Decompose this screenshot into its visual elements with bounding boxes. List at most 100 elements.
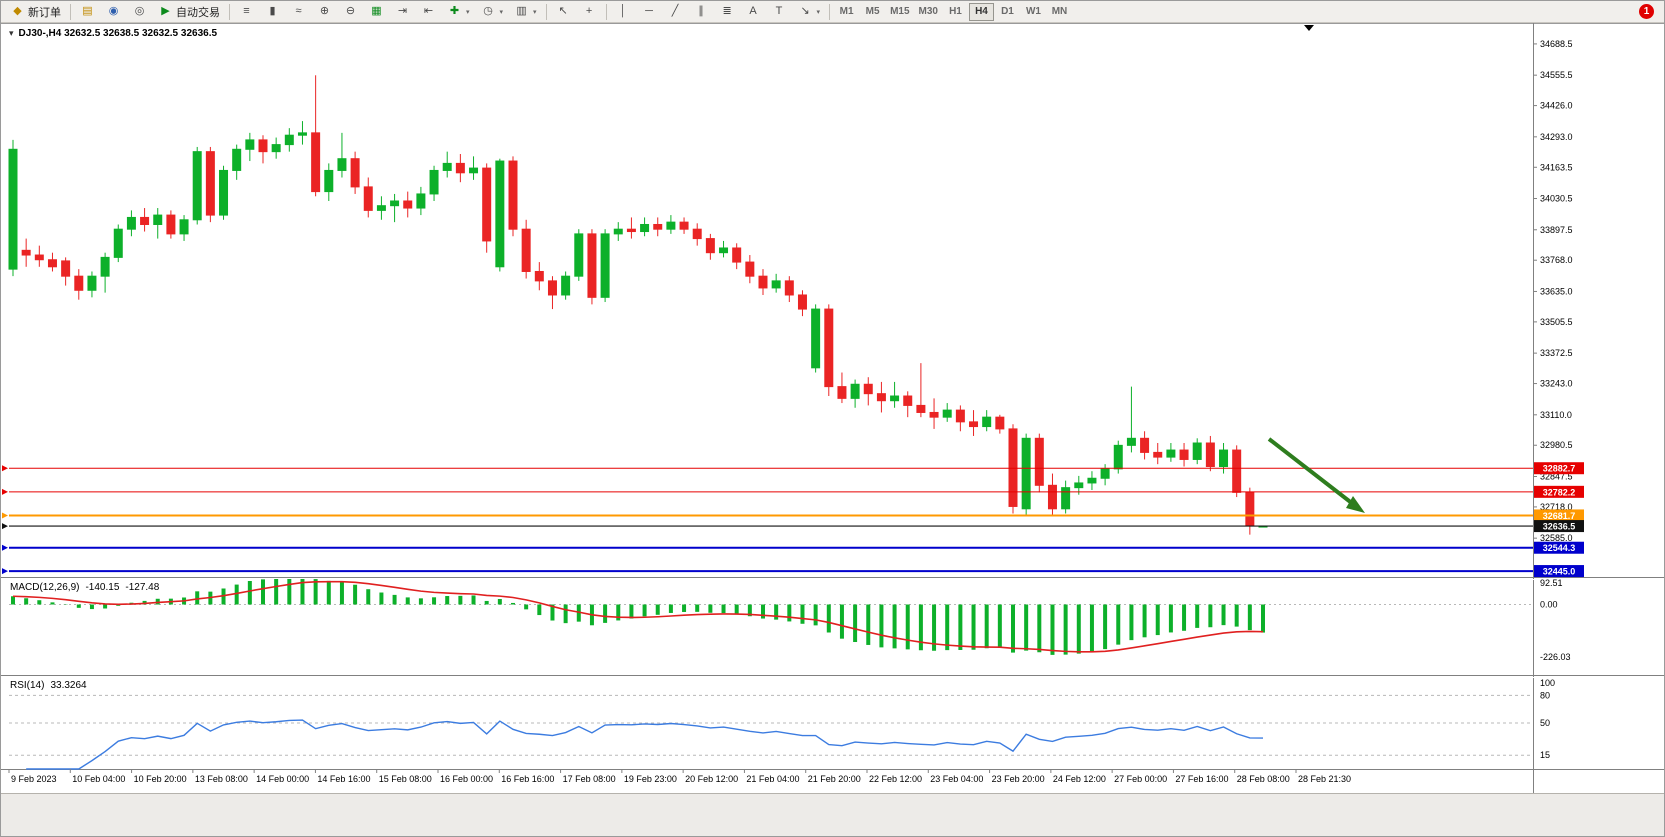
notification-badge[interactable]: 1 [1639, 4, 1654, 19]
price-axis-label: 34163.5 [1540, 162, 1573, 172]
text-icon: A [749, 5, 757, 17]
price-line-badge [1534, 509, 1584, 522]
vertical-line-tool-button[interactable]: │ [611, 2, 636, 21]
time-axis-label: 14 Feb 16:00 [317, 774, 370, 784]
auto-scroll-button[interactable]: ⇥ [390, 2, 415, 21]
timeframe-button-h4[interactable]: H4 [968, 2, 994, 21]
price-axis-label: 32847.5 [1540, 471, 1573, 481]
arrows-tool-button[interactable]: ↘ ▾ [793, 2, 826, 21]
timeframe-button-m30[interactable]: M30 [915, 3, 942, 21]
timeframe-button-m5[interactable]: M5 [860, 3, 885, 21]
price-axis[interactable] [1533, 43, 1537, 539]
timeframe-button-m15[interactable]: M15 [886, 3, 913, 21]
price-axis-label: 33635.0 [1540, 286, 1573, 296]
zoom-in-button[interactable]: ⊕ [312, 2, 337, 21]
rsi-value: 33.3264 [50, 680, 87, 691]
macd-axis-label: 0.00 [1540, 599, 1558, 609]
price-line-badge-label: 32636.5 [1543, 522, 1576, 532]
indicators-button[interactable]: ✚ ▾ [442, 2, 475, 21]
auto-trading-button[interactable]: ▶ 自动交易 [153, 2, 225, 21]
rsi-indicator-label: RSI(14) 33.3264 [10, 680, 87, 691]
line-edge-marker [2, 568, 8, 575]
time-axis-label: 14 Feb 00:00 [256, 774, 309, 784]
chart-shift-button[interactable]: ⇤ [416, 2, 441, 21]
text-tool-button[interactable]: A [741, 2, 766, 21]
periods-button[interactable]: ◷ ▾ [476, 2, 509, 21]
one-click-trading-toggle[interactable]: ▾ [9, 28, 14, 38]
time-axis[interactable] [8, 769, 1297, 773]
timeframe-button-h1[interactable]: H1 [943, 3, 968, 21]
chevron-down-icon: ▾ [466, 8, 470, 16]
timeframe-button-d1[interactable]: D1 [995, 3, 1020, 21]
trendline-tool-button[interactable]: ╱ [663, 2, 688, 21]
timeframe-button-mn[interactable]: MN [1047, 3, 1072, 21]
horizontal-line-tool-button[interactable]: ─ [637, 2, 662, 21]
trendline-icon: ╱ [671, 5, 679, 17]
price-axis-label: 33897.5 [1540, 225, 1573, 235]
add-indicator-icon: ✚ [449, 5, 460, 17]
tile-windows-button[interactable]: ▦ [364, 2, 389, 21]
time-axis-label: 27 Feb 00:00 [1114, 774, 1167, 784]
auto-trading-play-icon: ▶ [161, 5, 170, 17]
channel-tool-button[interactable]: ∥ [689, 2, 714, 21]
templates-button[interactable]: ▥ ▾ [509, 2, 542, 21]
bar-chart-mode-button[interactable]: ≡ [234, 2, 259, 21]
rsi-axis-label: 100 [1540, 678, 1555, 688]
text-label-tool-button[interactable]: T [767, 2, 792, 21]
charts-window-icon: ▤ [82, 5, 93, 17]
price-line-badge [1534, 485, 1584, 498]
price-line-badge-label: 32544.3 [1543, 543, 1576, 553]
community-icon: ◎ [134, 5, 145, 17]
zoom-out-button[interactable]: ⊖ [338, 2, 363, 21]
candlestick-chart-icon: ▮ [269, 5, 276, 17]
price-axis-label: 32980.5 [1540, 440, 1573, 450]
time-axis-label: 20 Feb 12:00 [685, 774, 738, 784]
charts-window-button[interactable]: ▤ [75, 2, 100, 21]
timeframe-button-w1[interactable]: W1 [1021, 3, 1046, 21]
macd-axis-label: -226.03 [1540, 652, 1571, 662]
profile-icon: ◉ [108, 5, 119, 17]
community-button[interactable]: ◎ [127, 2, 152, 21]
chevron-down-icon: ▾ [533, 8, 537, 16]
toolbar: ◆ 新订单 ▤ ◉ ◎ ▶ 自动交易 ≡ ▮ ≈ ⊕ ⊖ ▦ ⇥ ⇤ ✚ ▾ ◷ ▾… [1, 1, 1664, 23]
trend-arrow-annotation[interactable] [1267, 437, 1365, 513]
rsi-axis-label: 15 [1540, 750, 1550, 760]
auto-scroll-icon: ⇥ [397, 5, 408, 17]
chart-shift-icon: ⇤ [423, 5, 434, 17]
time-axis-label: 23 Feb 20:00 [992, 774, 1045, 784]
macd-signal-line [12, 580, 1264, 653]
price-chart-canvas[interactable]: 34688.5 34555.5 34426.0 34293.0 34163.5 34030… [1, 23, 1665, 793]
vertical-line-icon: │ [619, 5, 627, 17]
tile-windows-icon: ▦ [371, 5, 382, 17]
timeframe-button-m1[interactable]: M1 [834, 3, 859, 21]
time-axis-label: 16 Feb 16:00 [501, 774, 554, 784]
macd-signal-value: -127.48 [125, 582, 160, 593]
line-chart-mode-button[interactable]: ≈ [286, 2, 311, 21]
price-axis-label: 33372.5 [1540, 348, 1573, 358]
candlestick-mode-button[interactable]: ▮ [260, 2, 285, 21]
chevron-down-icon: ▾ [816, 8, 821, 16]
chart-shift-marker[interactable] [1304, 25, 1314, 31]
candles [8, 75, 1268, 535]
cursor-tool-button[interactable]: ↖ [551, 2, 576, 21]
zoom-out-icon: ⊖ [345, 5, 356, 17]
time-axis-label: 24 Feb 12:00 [1053, 774, 1106, 784]
new-order-button[interactable]: ◆ 新订单 [5, 2, 66, 21]
crosshair-tool-button[interactable]: + [577, 2, 602, 21]
time-axis-label: 19 Feb 23:00 [624, 774, 677, 784]
horizontal-price-lines[interactable] [2, 465, 1533, 575]
template-icon: ▥ [516, 5, 527, 17]
new-order-label: 新订单 [28, 6, 61, 19]
time-axis-label: 21 Feb 20:00 [808, 774, 861, 784]
toolbar-separator [605, 3, 607, 20]
price-axis-label: 34030.5 [1540, 194, 1573, 204]
price-line-badge [1534, 565, 1584, 578]
time-axis-label: 16 Feb 00:00 [440, 774, 493, 784]
toolbar-separator [229, 3, 230, 20]
macd-name: MACD(12,26,9) [10, 582, 80, 593]
price-line-badge-label: 32681.7 [1543, 511, 1576, 521]
profile-button[interactable]: ◉ [101, 2, 126, 21]
price-line-badge [1534, 520, 1584, 533]
price-axis-label: 34426.0 [1540, 101, 1573, 111]
fibonacci-tool-button[interactable]: ≣ [715, 2, 740, 21]
